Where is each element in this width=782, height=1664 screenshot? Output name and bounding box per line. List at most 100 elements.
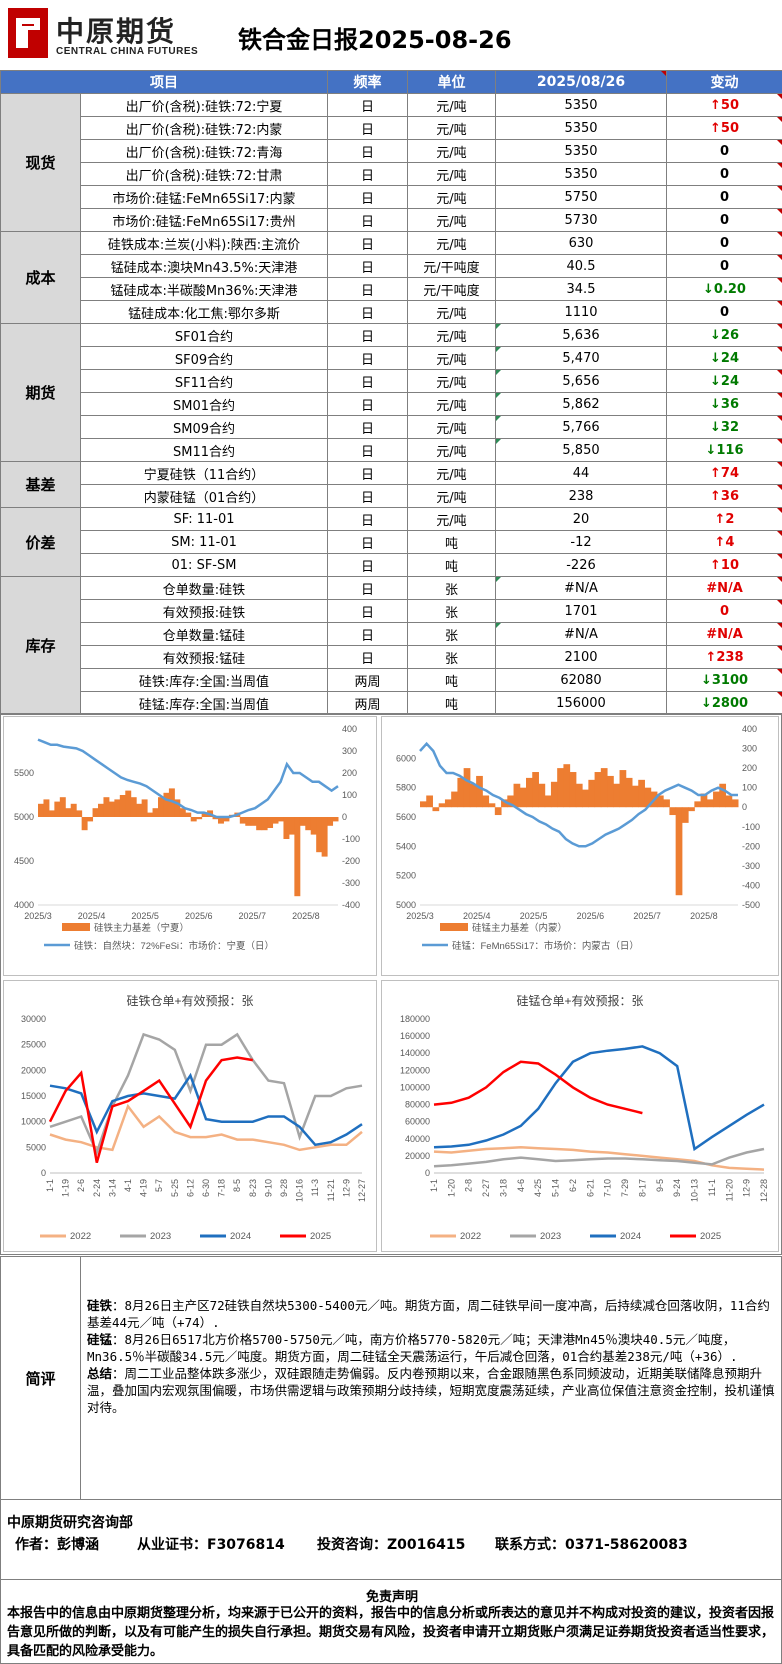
- change-value: 116: [716, 442, 744, 458]
- item-cell: 仓单数量:锰硅: [80, 622, 328, 646]
- y-right-tick-label: 400: [342, 724, 357, 734]
- item-cell: 硅铁成本:兰炭(小料):陕西:主流价: [80, 231, 328, 255]
- arrow-down-icon: ↓: [710, 373, 721, 389]
- basis-bar: [719, 783, 727, 808]
- contact-number: 0371-58620083: [565, 1537, 688, 1553]
- freq-cell: 日: [327, 93, 408, 117]
- basis-bar: [70, 803, 77, 817]
- table-row: 内蒙硅锰（01合约）日元/吨 238 ↑36: [1, 484, 782, 508]
- basis-bar: [278, 817, 284, 822]
- change-cell: ↓0.20: [666, 277, 782, 301]
- item-cell: 出厂价(含税):硅铁:72:内蒙: [80, 116, 328, 140]
- basis-bar: [212, 817, 219, 820]
- unit-cell: 吨: [407, 553, 496, 577]
- basis-bar: [700, 793, 708, 808]
- basis-bar: [119, 795, 126, 817]
- chart-sf-warrants-svg: 硅铁仓单+有效预报：张 0 5000 10000 15000 20000 25000 3000…: [21, 993, 367, 1242]
- table-row: 市场价:硅锰:FeMn65Si17:贵州日元/吨 5730 0: [1, 208, 782, 232]
- freq-cell: 日: [327, 254, 408, 278]
- basis-bar: [656, 795, 664, 808]
- basis-bar: [725, 795, 733, 808]
- value-cell: 5350: [495, 139, 667, 163]
- author-info: 作者：彭博涵 从业证书：F3076814 投资咨询：Z0016415 联系方式：037…: [15, 1534, 688, 1554]
- category-cell: 库存: [0, 576, 81, 715]
- unit-cell: 元/吨: [407, 415, 496, 439]
- value-cell: 62080: [495, 668, 667, 692]
- unit-cell: 元/吨: [407, 208, 496, 232]
- y-tick-label: 25000: [21, 1040, 46, 1050]
- basis-bar: [550, 781, 558, 808]
- change-value: 2800: [711, 695, 749, 711]
- x-tick-label: 11-21: [326, 1179, 336, 1201]
- cert-number: F3076814: [207, 1537, 285, 1553]
- arrow-up-icon: ↑: [714, 511, 726, 527]
- change-value: 0: [719, 166, 730, 182]
- change-value: 50: [720, 120, 739, 136]
- unit-cell: 张: [407, 622, 496, 646]
- item-cell: 市场价:硅锰:FeMn65Si17:贵州: [80, 208, 328, 232]
- basis-bar: [625, 777, 633, 808]
- chart-sm-basis-svg: 5000 5200 5400 5600 5800 6000 400 300 200 100 0 -10…: [396, 724, 760, 952]
- item-cell: 宁夏硅铁（11合约）: [80, 461, 328, 485]
- table-row: 现货 出厂价(含税):硅铁:72:宁夏日元/吨 5350 ↑50: [0, 93, 782, 232]
- freq-cell: 日: [327, 300, 408, 324]
- basis-bar: [476, 775, 483, 808]
- x-tick-label: 5-14: [551, 1179, 561, 1197]
- change-value: 26: [720, 327, 739, 343]
- x-tick-label: 9-5: [655, 1179, 665, 1192]
- change-cell: #N/A: [666, 576, 782, 600]
- value-cell: 5350: [495, 116, 667, 140]
- y-left-tick-label: 4000: [14, 900, 34, 910]
- table-row: 出厂价(含税):硅铁:72:内蒙日元/吨 5350 ↑50: [1, 116, 782, 140]
- change-value: 24: [720, 373, 739, 389]
- value-cell: 238: [495, 484, 667, 508]
- x-tick-label: 6-12: [185, 1179, 195, 1197]
- item-cell: 出厂价(含税):硅铁:72:青海: [80, 139, 328, 163]
- unit-cell: 元/吨: [407, 231, 496, 255]
- arrow-up-icon: ↑: [714, 534, 726, 550]
- table-row: SM11合约日元/吨 5,850 ↓116: [1, 438, 782, 462]
- unit-cell: 张: [407, 576, 496, 600]
- basis-bar: [613, 783, 621, 808]
- y-left-tick-label: 5400: [396, 841, 416, 851]
- y-left-tick-label: 5500: [14, 768, 34, 778]
- basis-bar: [438, 803, 446, 808]
- basis-bar: [163, 792, 170, 817]
- freq-cell: 日: [327, 346, 408, 370]
- change-value: 0: [719, 603, 730, 619]
- x-tick-label: 2025/4: [463, 911, 491, 921]
- basis-bar: [190, 817, 197, 822]
- change-value: 10: [720, 557, 739, 573]
- basis-bar: [501, 799, 508, 808]
- x-tick-label: 6-30: [201, 1179, 211, 1197]
- x-tick-label: 12-9: [742, 1179, 752, 1197]
- change-cell: ↓2800: [666, 691, 782, 715]
- change-cell: ↑50: [666, 93, 782, 117]
- y-left-tick-label: 5600: [396, 812, 416, 822]
- change-cell: 0: [666, 231, 782, 255]
- change-value: 238: [716, 649, 744, 665]
- change-cell: ↑238: [666, 645, 782, 669]
- basis-bar: [644, 787, 652, 808]
- basis-bar: [557, 768, 564, 808]
- item-cell: 仓单数量:硅铁: [80, 576, 328, 600]
- freq-cell: 两周: [327, 668, 408, 692]
- y-tick-label: 20000: [21, 1065, 46, 1075]
- x-tick-label: 1-1: [429, 1179, 439, 1192]
- x-tick-label: 2025/6: [185, 911, 213, 921]
- commentary-body: 硅铁：8月26日主产区72硅铁自然块5300-5400元／吨。期货方面，周二硅铁…: [87, 1297, 777, 1416]
- item-cell: 出厂价(含税):硅铁:72:甘肃: [80, 162, 328, 186]
- basis-bar: [185, 812, 192, 817]
- chart-title: 硅锰仓单+有效预报：张: [516, 993, 643, 1008]
- change-value: 74: [720, 465, 739, 481]
- x-tick-label: 4-1: [123, 1179, 133, 1192]
- item-cell: 市场价:硅锰:FeMn65Si17:内蒙: [80, 185, 328, 209]
- series-line-2024: [433, 1045, 765, 1152]
- category-cell: 价差: [0, 507, 81, 577]
- arrow-down-icon: ↓: [703, 281, 714, 297]
- item-cell: SF11合约: [80, 369, 328, 393]
- unit-cell: 元/吨: [407, 300, 496, 324]
- unit-cell: 元/吨: [407, 93, 496, 117]
- chart-sf-basis: 4000 4500 5000 5500 400 300 200 100 0 -100 -200 -30…: [3, 716, 377, 976]
- basis-bar: [688, 807, 695, 812]
